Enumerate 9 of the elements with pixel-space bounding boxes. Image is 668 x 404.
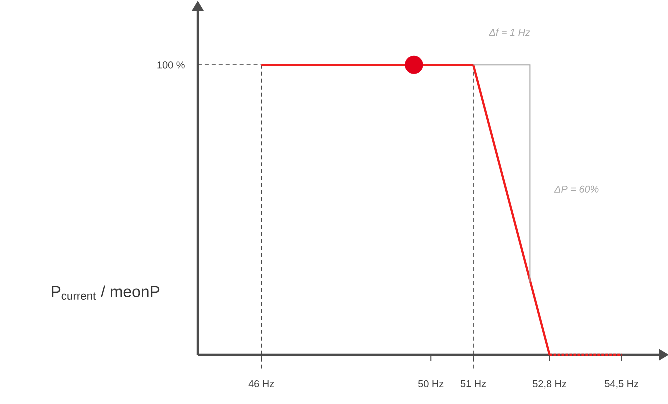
annotation: ΔP = 60% [554,186,599,193]
text: 100 % [158,62,185,69]
y-axis-title: P$_{current}$ / meonP [52,286,160,300]
x-tick-label: 52,8 Hz [533,380,566,389]
text: Δf = 1 Hz [489,28,530,36]
x-tick-label: 46 Hz [248,380,274,388]
x-tick-label: 50 Hz [418,380,444,388]
x-tick-label: 54,5 Hz [605,380,639,389]
x-tick-label: 51 Hz [460,380,486,388]
